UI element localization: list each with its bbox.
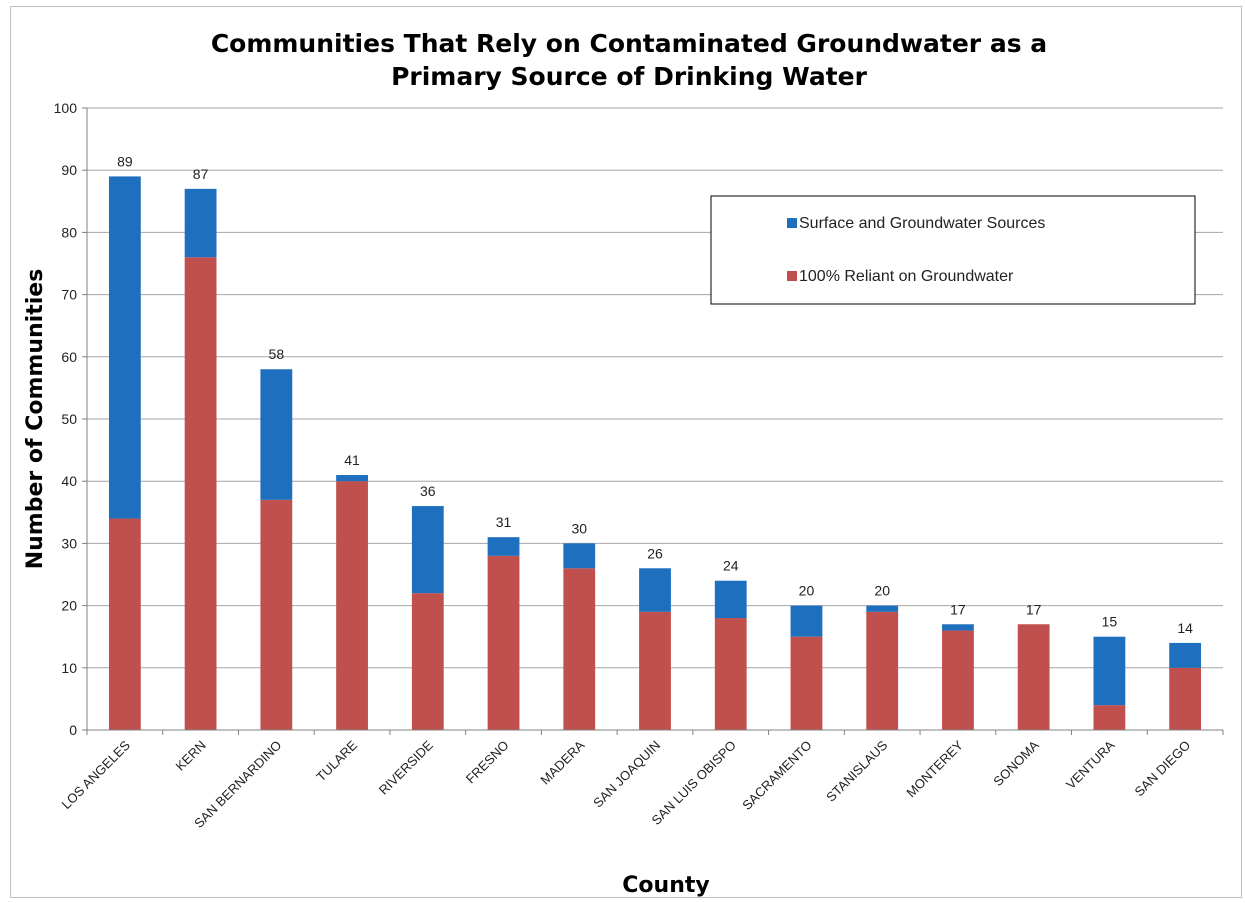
x-category-label: LOS ANGELES xyxy=(59,737,134,812)
bar-san-luis-obispo-series-1 xyxy=(714,580,747,619)
bar-los-angeles-series-0 xyxy=(108,518,141,730)
legend-swatch xyxy=(787,218,797,228)
y-tick-label: 80 xyxy=(61,224,77,240)
bar-riverside-series-0 xyxy=(411,593,444,730)
y-tick-label: 50 xyxy=(61,411,77,427)
bar-san-diego-series-0 xyxy=(1169,667,1202,730)
x-category-label: SAN JOAQUIN xyxy=(590,738,663,811)
y-tick-label: 100 xyxy=(54,100,78,116)
x-category-label: KERN xyxy=(173,738,209,774)
data-label-total: 30 xyxy=(571,520,587,536)
x-category-label: STANISLAUS xyxy=(823,737,890,804)
legend-label: Surface and Groundwater Sources xyxy=(799,215,1045,232)
data-label-total: 15 xyxy=(1102,614,1118,630)
data-label-total: 20 xyxy=(874,583,890,599)
data-label-total: 20 xyxy=(799,583,815,599)
bar-riverside-series-1 xyxy=(411,506,444,594)
bar-ventura-series-0 xyxy=(1093,705,1126,730)
y-axis-ticks: 0 10 20 30 40 50 60 70 80 90 100 xyxy=(54,100,87,738)
chart-title: Communities That Rely on Contaminated Gr… xyxy=(211,29,1047,91)
x-category-label: MONTEREY xyxy=(903,737,966,800)
x-category-label: RIVERSIDE xyxy=(376,737,436,797)
chart-svg: Communities That Rely on Contaminated Gr… xyxy=(23,29,1224,897)
bar-san-luis-obispo-series-0 xyxy=(714,618,747,730)
x-category-label: TULARE xyxy=(313,737,360,784)
bar-san-diego-series-1 xyxy=(1169,642,1202,668)
y-axis-title: Number of Communities xyxy=(23,269,48,570)
y-tick-label: 70 xyxy=(61,287,77,303)
x-category-label: SACRAMENTO xyxy=(739,738,814,813)
x-category-label: SAN LUIS OBISPO xyxy=(649,738,739,828)
bar-fresno-series-1 xyxy=(487,537,520,556)
bar-kern-series-0 xyxy=(184,257,217,730)
data-label-total: 87 xyxy=(193,166,209,182)
legend-swatch xyxy=(787,271,797,281)
bar-sacramento-series-1 xyxy=(790,605,823,637)
x-category-label: VENTURA xyxy=(1063,737,1118,792)
bar-madera-series-0 xyxy=(563,568,596,730)
bar-stanislaus-series-0 xyxy=(866,611,899,730)
data-label-total: 14 xyxy=(1177,620,1193,636)
bar-san-joaquin-series-1 xyxy=(639,568,671,612)
bar-san-joaquin-series-0 xyxy=(639,611,671,730)
data-label-total: 26 xyxy=(647,545,663,561)
data-label-total: 36 xyxy=(420,483,436,499)
data-label-total: 31 xyxy=(496,514,512,530)
data-label-total: 89 xyxy=(117,153,133,169)
bar-monterey-series-1 xyxy=(942,624,974,631)
data-label-total: 58 xyxy=(269,346,285,362)
bar-madera-series-1 xyxy=(563,543,596,569)
legend: Surface and Groundwater Sources 100% Reli… xyxy=(710,195,1196,305)
bar-san-bernardino-series-0 xyxy=(260,499,293,730)
y-tick-label: 90 xyxy=(61,162,77,178)
bar-ventura-series-1 xyxy=(1093,636,1126,706)
chart-title-line-2: Primary Source of Drinking Water xyxy=(391,62,868,91)
bar-los-angeles-series-1 xyxy=(108,176,141,519)
y-tick-label: 60 xyxy=(61,349,77,365)
x-category-label: MADERA xyxy=(537,737,587,787)
y-tick-label: 10 xyxy=(61,660,77,676)
x-axis-title: County xyxy=(622,873,709,897)
bar-kern-series-1 xyxy=(184,188,217,258)
bar-monterey-series-0 xyxy=(942,630,974,730)
y-tick-label: 20 xyxy=(61,598,77,614)
bar-sonoma-series-0 xyxy=(1017,624,1050,730)
axes xyxy=(86,108,1224,735)
chart-frame: Communities That Rely on Contaminated Gr… xyxy=(10,6,1242,898)
bar-stanislaus-series-1 xyxy=(866,605,899,612)
bar-fresno-series-0 xyxy=(487,555,520,730)
x-category-label: SONOMA xyxy=(990,737,1042,789)
data-label-total: 24 xyxy=(723,558,739,574)
x-category-label: SAN DIEGO xyxy=(1132,738,1194,800)
y-tick-label: 30 xyxy=(61,535,77,551)
y-tick-label: 0 xyxy=(69,722,77,738)
bar-san-bernardino-series-1 xyxy=(260,369,293,500)
bar-sacramento-series-0 xyxy=(790,636,823,730)
data-label-total: 41 xyxy=(344,452,360,468)
legend-label: 100% Reliant on Groundwater xyxy=(799,268,1014,285)
bar-tulare-series-1 xyxy=(336,474,368,482)
legend-box xyxy=(710,195,1196,305)
chart-title-line-1: Communities That Rely on Contaminated Gr… xyxy=(211,29,1047,58)
bar-tulare-series-0 xyxy=(336,481,368,730)
bars xyxy=(108,176,1202,730)
y-tick-label: 40 xyxy=(61,473,77,489)
data-label-total: 17 xyxy=(1026,601,1042,617)
x-category-label: FRESNO xyxy=(463,738,512,787)
data-label-total: 17 xyxy=(950,601,966,617)
data-labels: 89 87 58 41 36 31 30 26 24 20 20 17 17 15 14 xyxy=(117,153,1193,636)
